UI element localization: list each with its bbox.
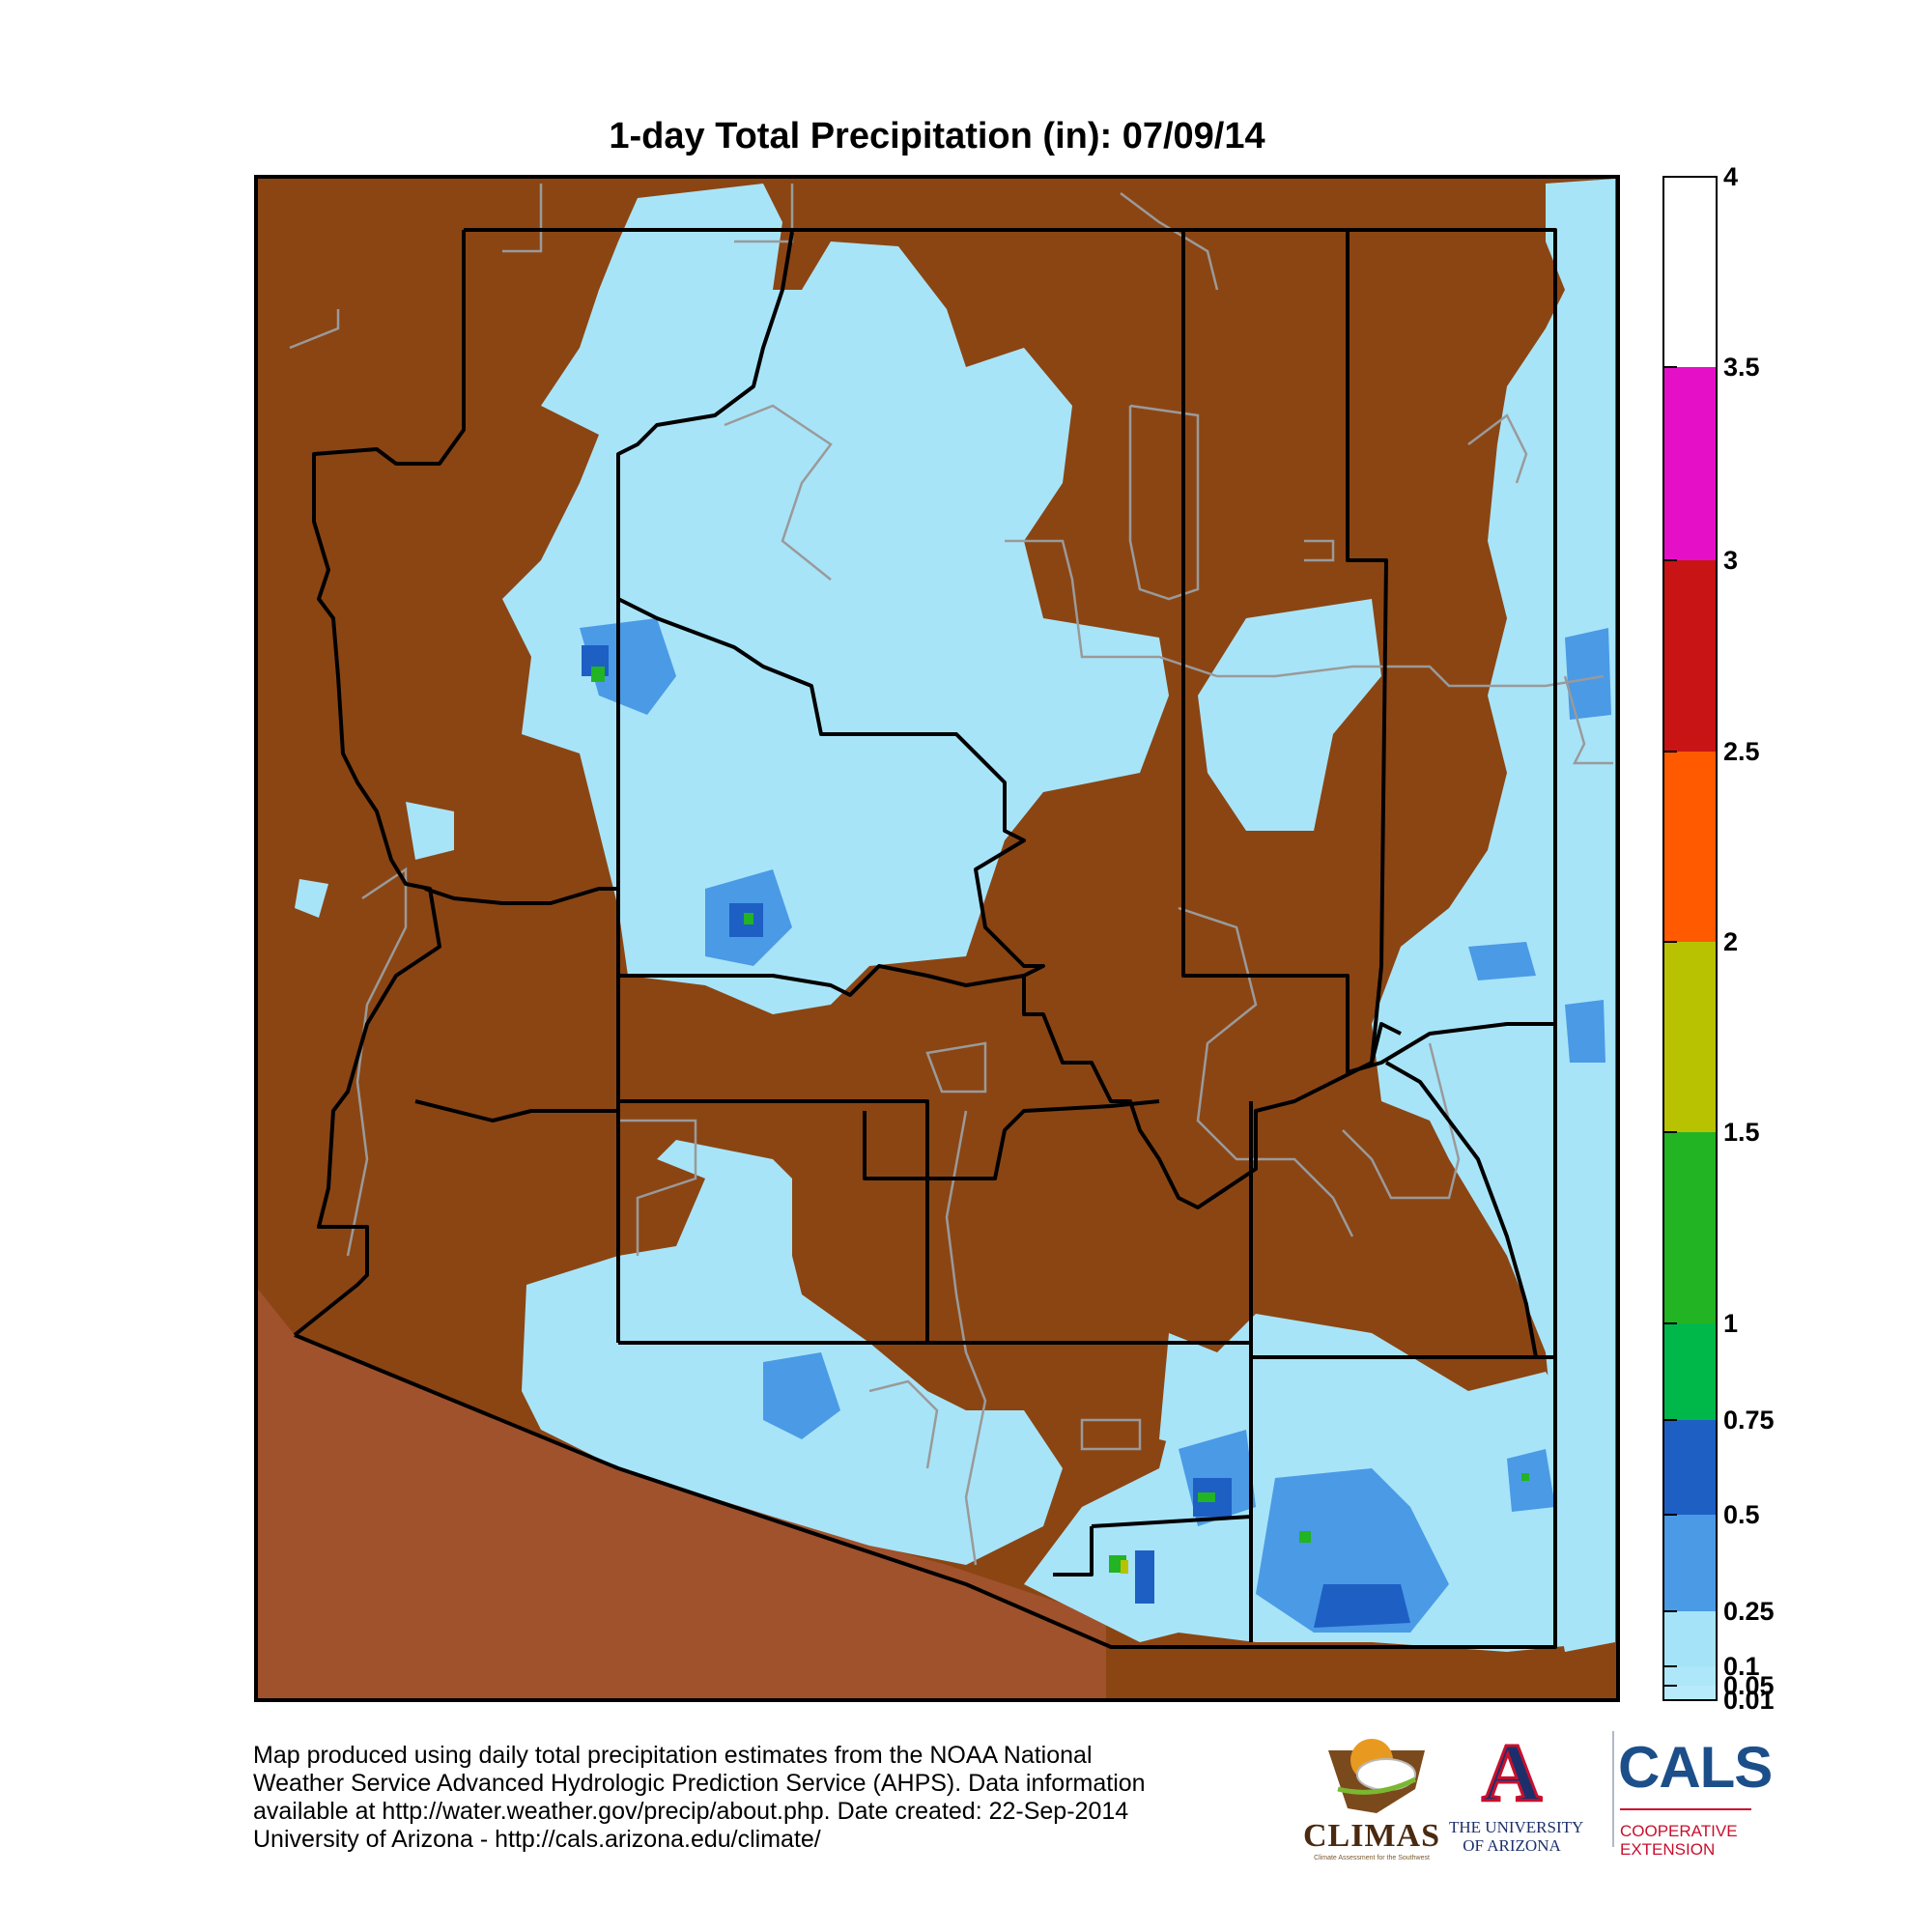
colorbar-tick-label: 2 <box>1723 927 1739 956</box>
logo-divider <box>1612 1731 1614 1847</box>
footer-line: University of Arizona - http://cals.ariz… <box>253 1826 821 1853</box>
colorbar-tick-label: 0.05 <box>1723 1671 1775 1700</box>
colorbar-tick-label: 3 <box>1723 546 1739 575</box>
colorbar-tick-label: 0.1 <box>1723 1652 1760 1681</box>
colorbar-segment <box>1663 1420 1717 1515</box>
cals-wordmark: CALS <box>1618 1735 1773 1800</box>
cals-subtitle: COOPERATIVE EXTENSION <box>1620 1822 1738 1859</box>
colorbar-tick-label: 0.75 <box>1723 1406 1775 1435</box>
ua-letter-mark: A <box>1482 1731 1542 1813</box>
colorbar-tick-label: 1 <box>1723 1309 1739 1338</box>
colorbar-segment <box>1663 1686 1717 1700</box>
county-boundaries <box>293 228 1557 1649</box>
colorbar-tick-label: 1.5 <box>1723 1118 1760 1147</box>
climas-wordmark: CLIMAS <box>1302 1818 1441 1854</box>
ua-line: THE UNIVERSITY <box>1449 1818 1584 1836</box>
peak-rain-cells <box>591 667 1529 1574</box>
cals-line: EXTENSION <box>1620 1840 1716 1859</box>
footer-line: Weather Service Advanced Hydrologic Pred… <box>253 1770 1146 1797</box>
colorbar-segment <box>1663 1666 1717 1686</box>
land-boundaries <box>289 184 1613 1566</box>
heavy-rain-areas <box>582 645 1410 1628</box>
colorbar-segment <box>1663 177 1717 367</box>
colorbar-segment <box>1663 752 1717 942</box>
map-frame <box>254 175 1620 1702</box>
map-title: 1-day Total Precipitation (in): 07/09/14 <box>609 116 1265 156</box>
mexico-region <box>256 1287 1106 1700</box>
footer-credits: Map produced using daily total precipita… <box>253 1742 1277 1854</box>
climas-logo <box>1328 1739 1425 1813</box>
colorbar-tick-label: 0.01 <box>1723 1686 1775 1715</box>
colorbar-segment <box>1663 942 1717 1132</box>
colorbar-tick-label: 4 <box>1723 162 1739 191</box>
colorbar <box>1662 176 1718 1701</box>
colorbar-tick-label: 0.25 <box>1723 1597 1775 1626</box>
colorbar-frame <box>1662 176 1718 1701</box>
cals-rule <box>1620 1808 1751 1810</box>
colorbar-segment <box>1663 1323 1717 1420</box>
ua-line: OF ARIZONA <box>1463 1836 1561 1855</box>
climas-tagline: Climate Assessment for the Southwest <box>1314 1855 1430 1861</box>
footer-line: Map produced using daily total precipita… <box>253 1742 1093 1769</box>
ua-name: THE UNIVERSITY OF ARIZONA <box>1449 1818 1584 1855</box>
colorbar-segment <box>1663 1611 1717 1666</box>
cals-line: COOPERATIVE <box>1620 1822 1738 1840</box>
partner-logos: CLIMAS Climate Assessment for the Southw… <box>1299 1731 1773 1866</box>
colorbar-segment <box>1663 560 1717 752</box>
colorbar-tick-label: 2.5 <box>1723 737 1760 766</box>
colorbar-segment <box>1663 1132 1717 1323</box>
colorbar-segment <box>1663 367 1717 560</box>
colorbar-tick-label: 0.5 <box>1723 1500 1760 1529</box>
colorbar-segment <box>1663 1515 1717 1611</box>
university-of-arizona-logo: A <box>1478 1731 1546 1813</box>
colorbar-tick-label: 3.5 <box>1723 353 1760 382</box>
footer-line: available at http://water.weather.gov/pr… <box>253 1798 1129 1825</box>
